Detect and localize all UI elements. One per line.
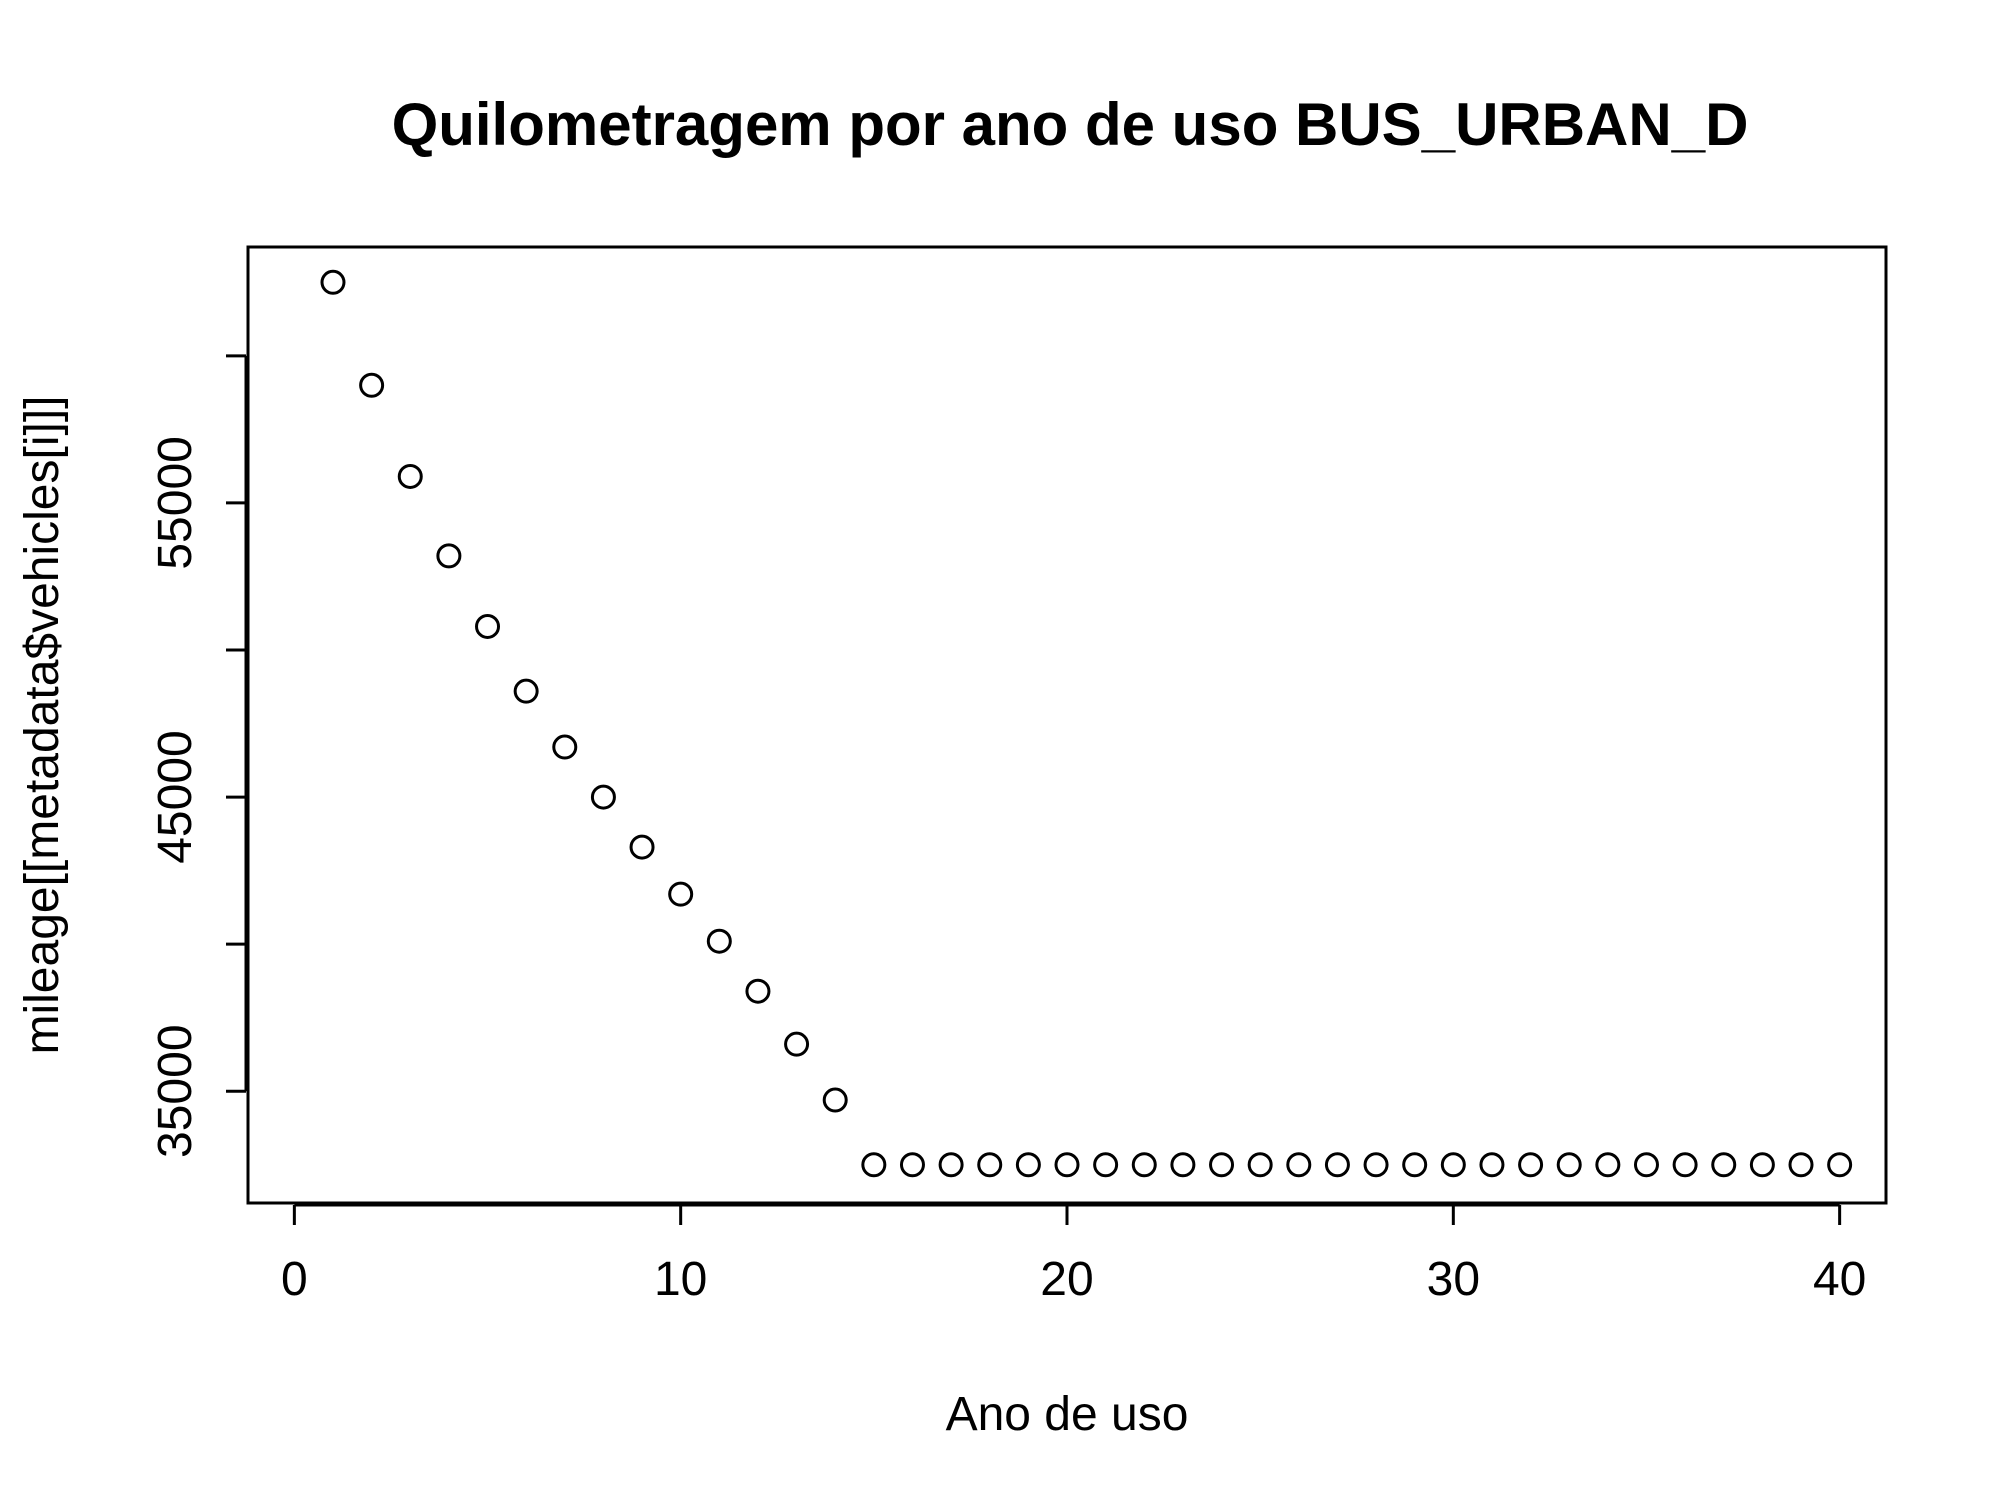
- data-point: [784, 1031, 810, 1057]
- data-point: [1479, 1152, 1505, 1178]
- y-tick-label: 45000: [149, 730, 202, 863]
- data-point: [1131, 1152, 1157, 1178]
- data-point: [745, 978, 771, 1004]
- y-tick-label: 35000: [149, 1024, 202, 1157]
- data-point: [1518, 1152, 1544, 1178]
- data-point: [1827, 1152, 1853, 1178]
- data-point: [1093, 1152, 1119, 1178]
- data-point: [475, 613, 501, 639]
- data-point: [1595, 1152, 1621, 1178]
- data-point: [1672, 1152, 1698, 1178]
- plot-frame: [246, 245, 1888, 1205]
- y-axis-label: mileage[[metadata$vehicles[i]]]: [16, 395, 69, 1054]
- data-point: [359, 372, 385, 398]
- data-point: [1633, 1152, 1659, 1178]
- data-point: [1247, 1152, 1273, 1178]
- data-point: [1209, 1152, 1235, 1178]
- data-point: [1711, 1152, 1737, 1178]
- data-point: [1015, 1152, 1041, 1178]
- data-point: [1363, 1152, 1389, 1178]
- x-tick-label: 10: [654, 1253, 707, 1306]
- data-point: [1286, 1152, 1312, 1178]
- y-axis: 35000 45000 55000: [149, 354, 248, 1158]
- x-axis: 0 10 20 30 40: [281, 1203, 1866, 1306]
- data-point: [513, 678, 539, 704]
- data-point: [861, 1152, 887, 1178]
- data-point: [1054, 1152, 1080, 1178]
- data-point: [1402, 1152, 1428, 1178]
- data-point: [1749, 1152, 1775, 1178]
- data-point: [938, 1152, 964, 1178]
- data-point: [668, 881, 694, 907]
- chart-title: Quilometragem por ano de uso BUS_URBAN_D: [392, 91, 1749, 158]
- data-point: [629, 834, 655, 860]
- data-point: [397, 463, 423, 489]
- data-point: [1440, 1152, 1466, 1178]
- data-point: [899, 1152, 925, 1178]
- x-tick-label: 30: [1427, 1253, 1480, 1306]
- data-point: [822, 1087, 848, 1113]
- data-point: [320, 269, 346, 295]
- data-point: [1170, 1152, 1196, 1178]
- data-point: [1324, 1152, 1350, 1178]
- data-point: [1556, 1152, 1582, 1178]
- x-axis-label: Ano de uso: [946, 1388, 1189, 1441]
- data-point: [977, 1152, 1003, 1178]
- data-point: [706, 928, 732, 954]
- x-tick-label: 40: [1813, 1253, 1866, 1306]
- y-tick-label: 55000: [149, 436, 202, 569]
- x-tick-label: 0: [281, 1253, 308, 1306]
- data-point: [1788, 1152, 1814, 1178]
- data-point: [436, 543, 462, 569]
- x-tick-label: 20: [1040, 1253, 1093, 1306]
- data-point: [590, 784, 616, 810]
- data-points: [320, 269, 1853, 1178]
- data-point: [552, 734, 578, 760]
